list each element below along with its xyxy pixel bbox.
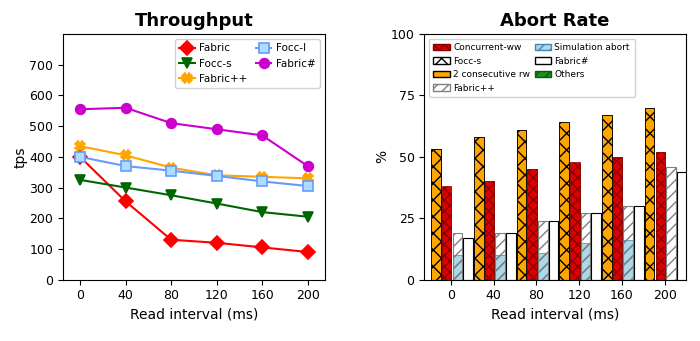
Focc-l [121, 164, 130, 168]
Fabric# [167, 121, 175, 125]
Focc-s [121, 186, 130, 190]
Bar [527, 169, 537, 280]
Bar [452, 255, 462, 280]
Fabric [304, 250, 312, 254]
Bar [655, 152, 665, 280]
Bar [484, 181, 494, 280]
Bar [496, 233, 505, 280]
Line: Fabric: Fabric [75, 152, 313, 257]
Bar [677, 172, 687, 280]
Focc-s [167, 193, 175, 197]
Bar [612, 157, 622, 280]
Bar [602, 115, 612, 280]
Bar [624, 206, 633, 280]
Bar [484, 181, 494, 280]
Bar [474, 137, 484, 280]
Focc-l [212, 174, 220, 178]
Fabric [258, 246, 267, 250]
Focc-s [212, 202, 220, 206]
Bar [592, 213, 601, 280]
Title: Throughput: Throughput [134, 12, 253, 30]
X-axis label: Read interval (ms): Read interval (ms) [491, 308, 620, 322]
Bar [538, 253, 547, 280]
Legend: Concurrent-ww, Focc-s, 2 consecutive rw, Fabric++, Simulation abort, Fabric#, Ot: Concurrent-ww, Focc-s, 2 consecutive rw,… [428, 39, 634, 97]
Fabric [212, 241, 220, 245]
Focc-s [258, 210, 267, 214]
Legend: Fabric, Focc-s, Fabric++, Focc-l, Fabric#: Fabric, Focc-s, Fabric++, Focc-l, Fabric… [175, 39, 320, 88]
Bar [570, 164, 580, 280]
Bar [581, 243, 590, 280]
Bar [431, 149, 441, 280]
Bar [517, 130, 526, 280]
Y-axis label: tps: tps [14, 146, 28, 168]
Bar [581, 213, 590, 280]
Bar [570, 162, 580, 280]
Fabric++ [212, 173, 220, 177]
Fabric# [121, 106, 130, 110]
Bar [442, 194, 452, 280]
Fabric# [304, 164, 312, 168]
Bar [612, 157, 622, 280]
Fabric# [76, 107, 84, 111]
Bar [506, 233, 516, 280]
Title: Abort Rate: Abort Rate [500, 12, 610, 30]
Bar [463, 238, 473, 280]
Bar [645, 108, 654, 280]
Focc-s [76, 178, 84, 182]
Bar [666, 167, 676, 280]
Fabric [167, 238, 175, 242]
Bar [559, 122, 569, 280]
Bar [602, 115, 612, 280]
Fabric# [212, 127, 220, 131]
Fabric++ [258, 175, 267, 179]
Bar [549, 221, 559, 280]
X-axis label: Read interval (ms): Read interval (ms) [130, 308, 258, 322]
Fabric++ [76, 144, 84, 148]
Bar [559, 122, 569, 280]
Fabric++ [121, 153, 130, 157]
Bar [496, 255, 505, 280]
Fabric [76, 155, 84, 159]
Line: Fabric#: Fabric# [75, 103, 313, 171]
Bar [442, 186, 452, 280]
Bar [645, 108, 654, 280]
Bar [538, 221, 547, 280]
Y-axis label: %: % [375, 150, 389, 163]
Bar [474, 137, 484, 280]
Bar [527, 169, 537, 280]
Focc-s [304, 215, 312, 219]
Fabric [121, 199, 130, 203]
Bar [655, 152, 665, 280]
Bar [634, 206, 644, 280]
Focc-l [258, 179, 267, 183]
Focc-l [304, 184, 312, 188]
Bar [517, 130, 526, 280]
Fabric# [258, 133, 267, 137]
Focc-l [167, 168, 175, 173]
Fabric++ [167, 165, 175, 169]
Fabric++ [304, 176, 312, 180]
Bar [624, 240, 633, 280]
Bar [452, 233, 462, 280]
Bar [431, 149, 441, 280]
Line: Focc-l: Focc-l [75, 152, 313, 191]
Focc-l [76, 155, 84, 159]
Line: Fabric++: Fabric++ [75, 141, 313, 183]
Line: Focc-s: Focc-s [75, 175, 313, 222]
